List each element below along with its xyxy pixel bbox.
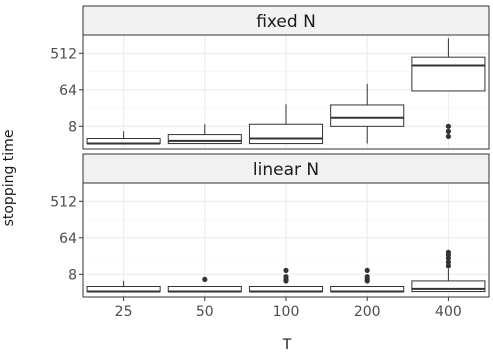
facet-panel: fixed N 8 64 512 bbox=[50, 5, 490, 150]
iqr-box bbox=[411, 280, 486, 293]
box-50 bbox=[167, 124, 242, 145]
panel-border bbox=[82, 34, 490, 150]
box-25 bbox=[86, 131, 161, 145]
outlier-point bbox=[364, 267, 370, 274]
iqr-box bbox=[411, 56, 486, 92]
y-tick-label: 512 bbox=[50, 194, 77, 210]
box-200 bbox=[330, 83, 405, 144]
y-tick-label: 64 bbox=[59, 231, 77, 247]
y-tick-label: 8 bbox=[68, 119, 77, 135]
outlier-point bbox=[445, 259, 451, 265]
x-tick-label: 100 bbox=[273, 304, 300, 320]
y-axis-title: stopping time bbox=[1, 130, 17, 227]
outlier-point bbox=[445, 123, 451, 129]
y-tick-label: 64 bbox=[59, 83, 77, 99]
y-tick-label: 512 bbox=[50, 46, 77, 62]
outlier-point bbox=[445, 128, 451, 134]
facet-strip bbox=[82, 5, 490, 36]
x-axis: 25 50 100 200 400 bbox=[115, 297, 462, 320]
iqr-box bbox=[167, 134, 242, 145]
box-400 bbox=[411, 38, 486, 140]
x-tick-label: 200 bbox=[354, 304, 381, 320]
outlier-point bbox=[364, 274, 370, 280]
outlier-point bbox=[445, 263, 451, 269]
facets-layer: fixed N 8 64 512 linear N 8 64 512 bbox=[50, 5, 490, 298]
outlier-point bbox=[445, 249, 451, 255]
iqr-box bbox=[248, 123, 324, 145]
outlier-point bbox=[445, 133, 451, 140]
x-axis-title: T bbox=[282, 337, 292, 353]
y-tick-label: 8 bbox=[68, 267, 77, 283]
x-tick-label: 50 bbox=[196, 304, 214, 320]
facet-strip-label: linear N bbox=[253, 160, 319, 180]
box-50 bbox=[167, 276, 242, 293]
box-100 bbox=[248, 267, 324, 293]
box-400 bbox=[411, 249, 486, 293]
x-tick-label: 25 bbox=[115, 304, 133, 320]
facet-strip-label: fixed N bbox=[256, 12, 316, 32]
x-tick-label: 400 bbox=[435, 304, 462, 320]
iqr-box bbox=[330, 104, 405, 127]
outlier-point bbox=[283, 267, 289, 274]
outlier-point bbox=[283, 274, 289, 280]
box-25 bbox=[86, 280, 161, 293]
box-200 bbox=[330, 267, 405, 293]
outlier-point bbox=[202, 276, 208, 282]
box-100 bbox=[248, 104, 324, 145]
facet-panel: linear N 8 64 512 bbox=[50, 153, 490, 298]
